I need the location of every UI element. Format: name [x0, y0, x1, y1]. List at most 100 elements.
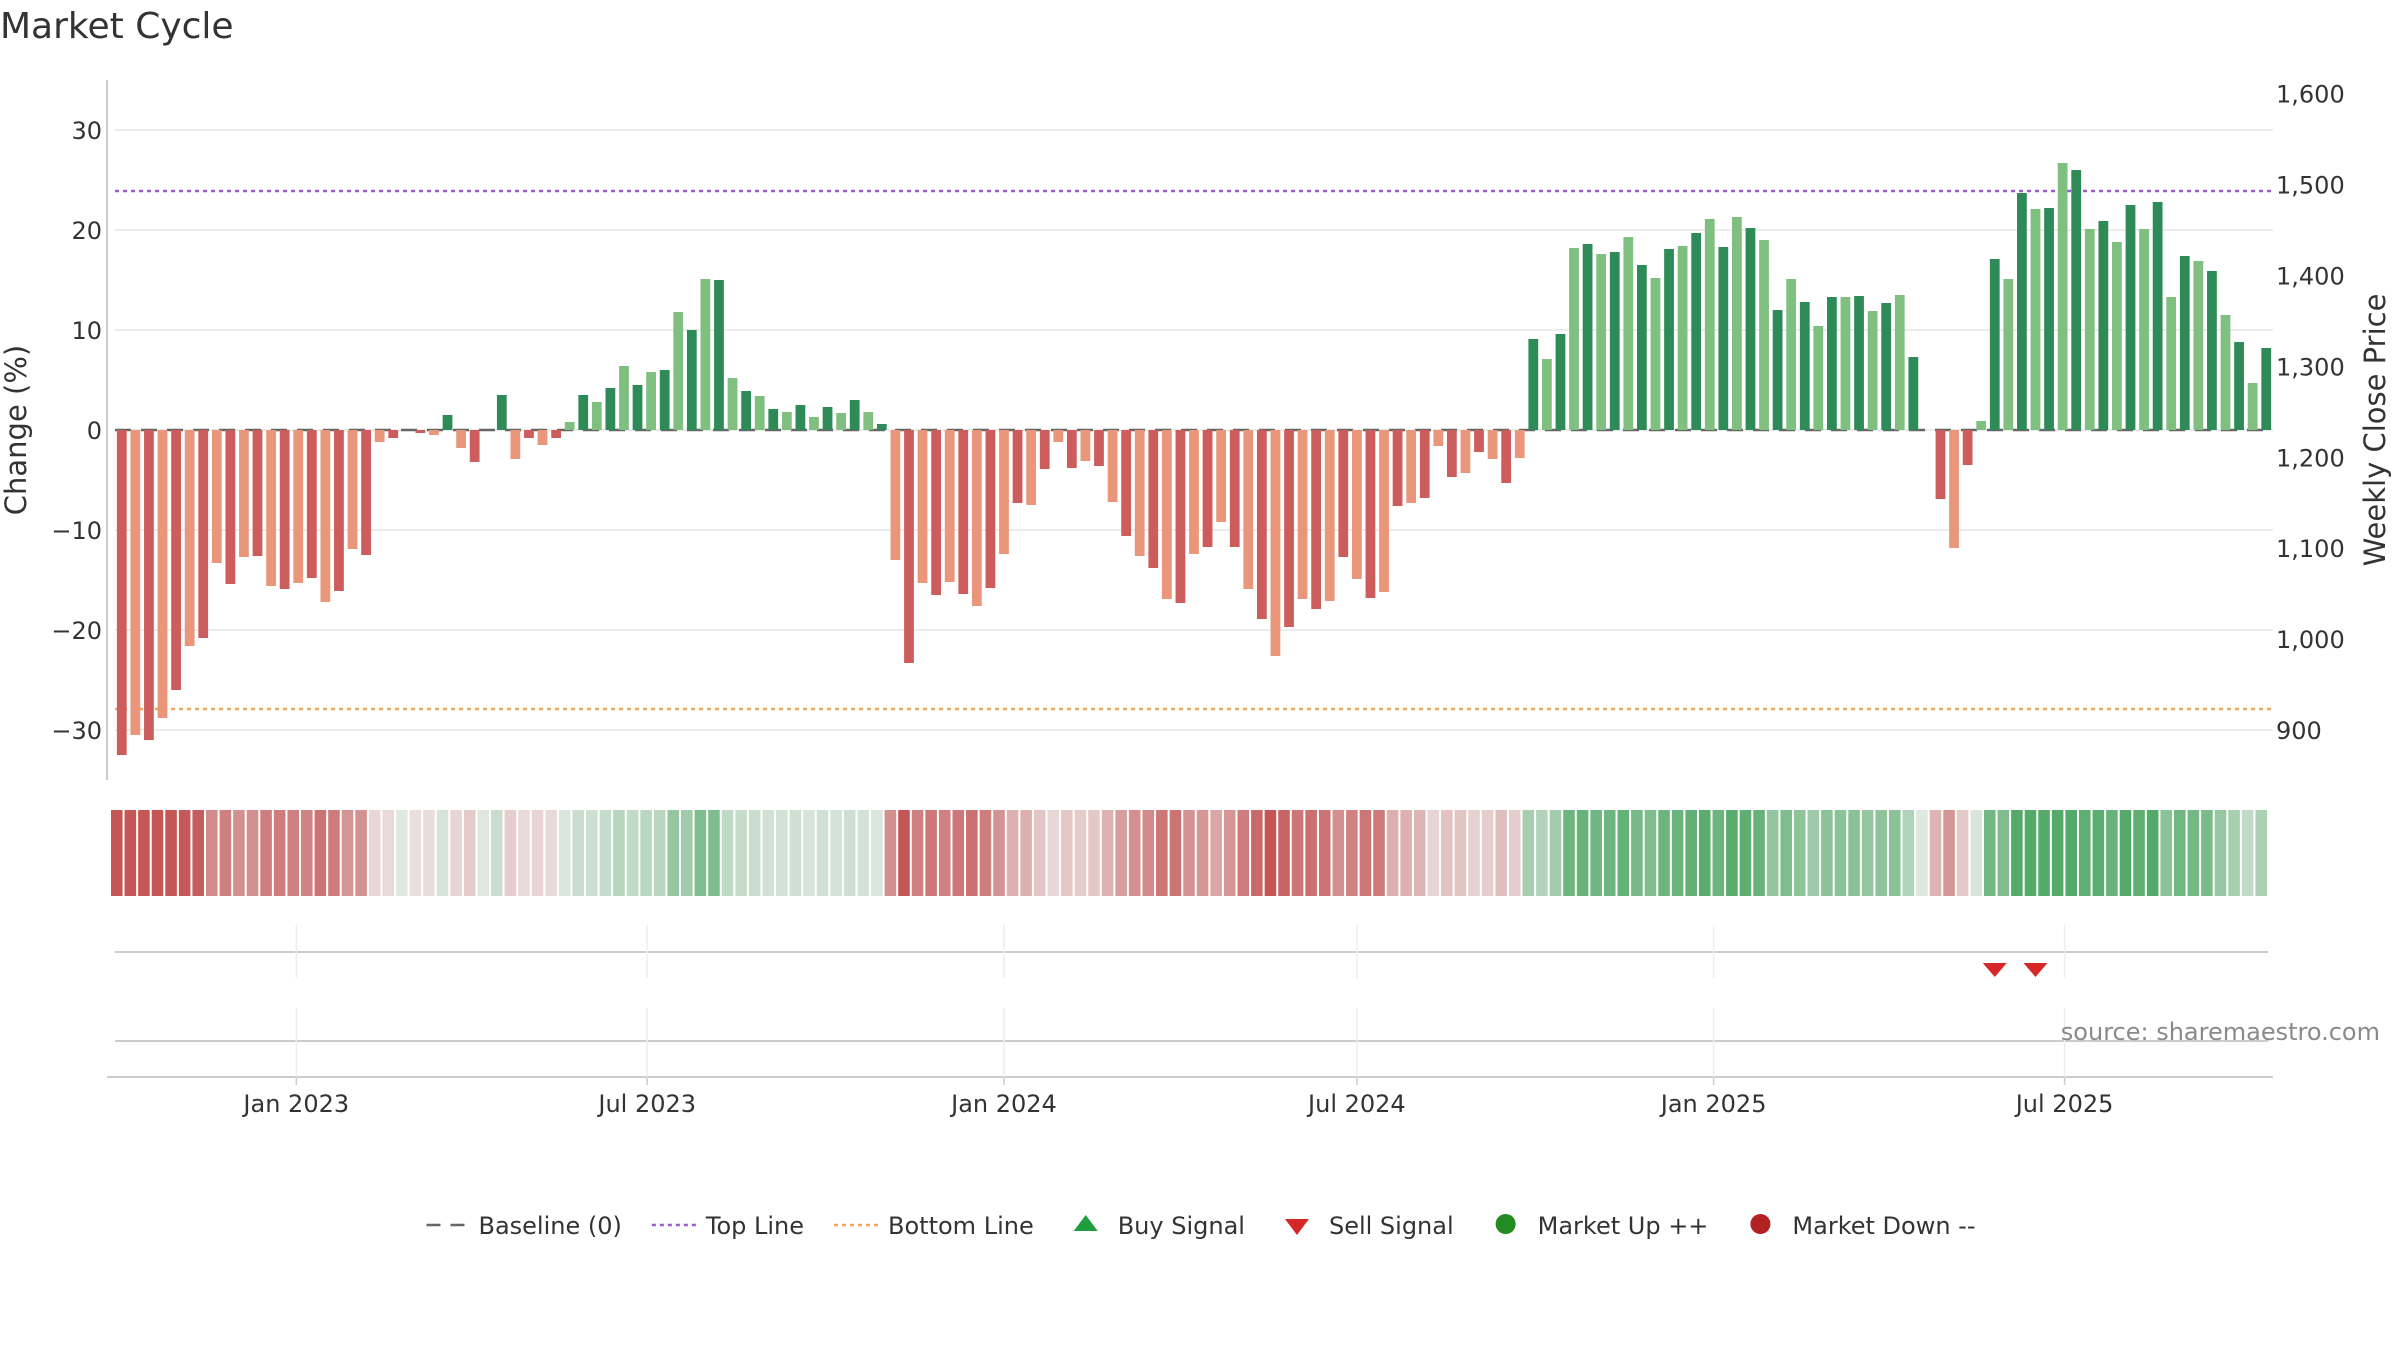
heat-cell [301, 810, 313, 896]
heat-cell [1359, 810, 1372, 896]
heat-cell [192, 810, 205, 896]
heat-cell [1332, 810, 1345, 896]
change-bar [2247, 383, 2258, 430]
legend-item: Baseline (0) [426, 1212, 622, 1240]
change-bar [469, 430, 480, 462]
market-down-icon [1750, 1214, 1771, 1234]
change-bar [1623, 237, 1634, 430]
heat-cell [341, 810, 354, 896]
heat-cell [2214, 810, 2227, 896]
change-bar [2071, 170, 2082, 430]
change-bar [564, 422, 575, 430]
heat-cell [653, 810, 666, 896]
chart-title: Market Cycle [0, 6, 234, 47]
change-bar [2139, 229, 2149, 430]
change-bar [1379, 430, 1389, 592]
legend-label: Sell Signal [1329, 1212, 1454, 1240]
change-bar [537, 430, 548, 445]
heat-cell [2065, 810, 2077, 896]
heat-cell [1943, 810, 1955, 896]
change-bar [2166, 297, 2177, 430]
change-bar [646, 372, 656, 430]
heat-cell [2187, 810, 2200, 896]
change-bar [1650, 278, 1661, 430]
y-tick-label: 10 [71, 317, 102, 345]
signal-panel [115, 951, 2268, 977]
heat-cell [1983, 810, 1996, 896]
change-bar [1514, 430, 1525, 458]
change-bar [1365, 430, 1376, 598]
heat-cell [531, 810, 544, 896]
change-bar [578, 395, 589, 430]
legend-item: Market Down -- [1750, 1212, 1976, 1240]
change-bar [591, 402, 602, 430]
x-tick-label: Jan 2024 [949, 1090, 1057, 1118]
y2-tick-label: 1,400 [2276, 262, 2345, 290]
change-bar [2152, 202, 2163, 430]
change-bar [1555, 334, 1566, 430]
heat-cell [1237, 810, 1250, 896]
change-bar [1134, 430, 1145, 556]
legend-label: Baseline (0) [478, 1212, 621, 1240]
heat-cell [151, 810, 164, 896]
change-bar [551, 430, 561, 438]
heat-cell [1115, 810, 1127, 896]
change-bar [1474, 430, 1484, 452]
y-tick-label: −30 [51, 717, 102, 745]
heat-cell [1739, 810, 1752, 896]
heat-cell [396, 810, 408, 896]
heat-cell [721, 810, 734, 896]
heat-cell [1875, 810, 1887, 896]
legend: Baseline (0) Top Line Bottom Line Buy Signa… [426, 1212, 1976, 1240]
heat-cell [2078, 810, 2091, 896]
heat-cell [857, 810, 870, 896]
change-bar [2234, 342, 2244, 430]
heat-cell [2051, 810, 2064, 896]
change-bar [1609, 252, 1620, 430]
change-bar [1867, 311, 1878, 430]
heat-cell [2038, 810, 2050, 896]
change-bar [116, 430, 127, 755]
change-bar [524, 430, 534, 438]
change-bar [1582, 244, 1593, 430]
y-tick-label: −10 [51, 517, 102, 545]
heat-cell [463, 810, 476, 896]
change-bar [1704, 219, 1715, 430]
heat-cell [1441, 810, 1453, 896]
y-tick-label: 30 [71, 117, 102, 145]
heat-cell [1753, 810, 1765, 896]
change-bar [1094, 430, 1104, 466]
change-bar [632, 385, 643, 430]
legend-item: Market Up ++ [1495, 1212, 1708, 1240]
heat-cell [871, 810, 883, 896]
heat-cell [1318, 810, 1331, 896]
heat-cell [138, 810, 150, 896]
change-bar [754, 396, 765, 430]
change-bar [171, 430, 181, 690]
heat-cell [966, 810, 978, 896]
heat-cell [328, 810, 340, 896]
change-bar [605, 388, 616, 430]
change-bar [347, 430, 358, 549]
change-bar [931, 430, 942, 595]
market-up-icon [1495, 1214, 1516, 1234]
change-bar [1216, 430, 1227, 522]
heat-cell [1603, 810, 1616, 896]
heat-cell [1413, 810, 1426, 896]
heat-cell [314, 810, 327, 896]
change-bar [1569, 248, 1579, 430]
change-bar [1406, 430, 1417, 503]
heat-cell [1427, 810, 1440, 896]
source-note: source: sharemaestro.com [2061, 1018, 2380, 1046]
heat-cell [1074, 810, 1087, 896]
heat-cell [1169, 810, 1182, 896]
change-bar [1786, 279, 1797, 430]
heat-cell [979, 810, 992, 896]
change-bar [971, 430, 982, 606]
change-bar [1541, 359, 1552, 430]
heat-cell [735, 810, 747, 896]
heat-cell [2160, 810, 2172, 896]
heat-cell [1101, 810, 1114, 896]
legend-label: Buy Signal [1118, 1212, 1245, 1240]
heat-cell [1780, 810, 1792, 896]
